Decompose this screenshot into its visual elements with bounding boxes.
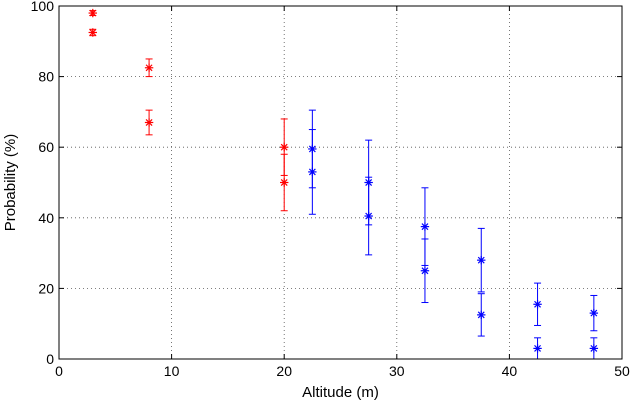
y-tick-label: 0 <box>46 351 54 367</box>
asterisk-marker <box>308 167 317 177</box>
asterisk-marker <box>477 310 486 320</box>
asterisk-marker <box>477 255 486 265</box>
x-tick-label: 40 <box>502 363 518 379</box>
plot-data <box>88 8 599 360</box>
y-tick-label: 60 <box>38 139 54 155</box>
data-point <box>533 282 542 326</box>
data-point <box>477 227 486 293</box>
y-tick-label: 100 <box>31 0 55 14</box>
data-point <box>308 129 317 215</box>
data-point <box>589 337 599 360</box>
data-point <box>280 153 289 212</box>
x-tick-label: 10 <box>164 363 180 379</box>
asterisk-marker <box>533 300 542 309</box>
data-point <box>589 294 599 332</box>
data-point <box>420 238 430 304</box>
asterisk-marker <box>533 344 542 353</box>
data-point <box>477 293 486 337</box>
y-tick-label: 20 <box>38 280 54 296</box>
y-tick-label: 80 <box>38 69 54 85</box>
data-point <box>88 28 97 37</box>
asterisk-marker <box>144 63 154 72</box>
data-point <box>533 337 542 360</box>
x-tick-label: 0 <box>55 363 63 379</box>
x-tick-label: 30 <box>389 363 405 379</box>
data-point <box>144 109 154 136</box>
x-axis-label: Altitude (m) <box>302 384 379 401</box>
asterisk-marker <box>280 143 289 152</box>
asterisk-marker <box>420 222 430 231</box>
asterisk-marker <box>420 266 430 275</box>
asterisk-marker <box>589 308 599 318</box>
data-point <box>364 176 373 256</box>
plot-frame <box>58 5 623 360</box>
asterisk-marker <box>364 211 373 221</box>
asterisk-marker <box>144 118 154 127</box>
y-axis-label: Probability (%) <box>2 134 19 232</box>
y-tick-label: 40 <box>38 210 54 226</box>
x-tick-label: 50 <box>614 363 630 379</box>
series-0 <box>88 8 289 212</box>
asterisk-marker <box>280 178 289 187</box>
x-tick-label: 20 <box>276 363 292 379</box>
asterisk-marker <box>589 344 599 353</box>
data-point <box>144 58 154 78</box>
axis-ticks: 0 10 20 30 40 50 0 20 40 60 80 100 <box>31 0 630 379</box>
asterisk-marker <box>88 8 97 18</box>
data-point <box>88 8 97 18</box>
asterisk-marker <box>88 28 97 37</box>
